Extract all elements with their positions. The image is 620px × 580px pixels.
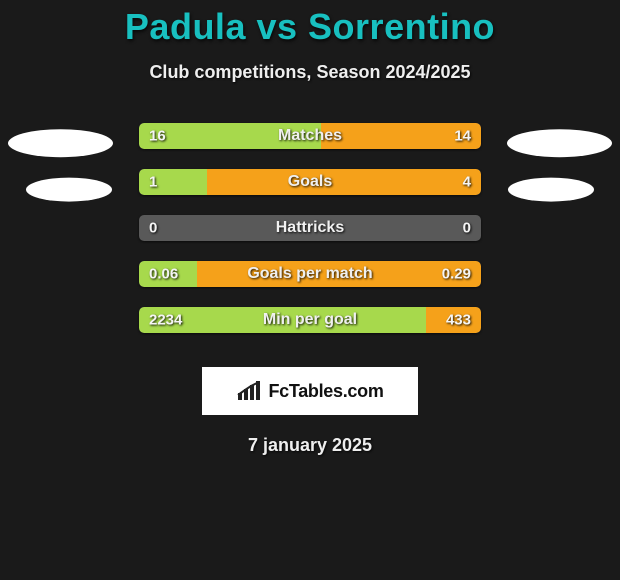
bar-fill-left <box>139 169 207 195</box>
stat-value-left: 0 <box>149 220 157 237</box>
stats-rows: Matches1614 Goals14 Hattricks0 0 Goals per m… <box>0 123 620 353</box>
date-text: 7 january 2025 <box>0 435 620 456</box>
stat-row: Hattricks0 0 <box>0 215 620 261</box>
bar-fill-left <box>139 123 321 149</box>
vs-text: vs <box>256 6 297 47</box>
stat-row: Matches1614 <box>0 123 620 169</box>
bar-fill-left <box>139 307 426 333</box>
player2-name: Sorrentino <box>308 6 495 47</box>
bar-fill-right <box>426 307 481 333</box>
stat-row: Goals per match0.060.29 <box>0 261 620 307</box>
stat-value-right: 0 <box>463 220 471 237</box>
player1-marker <box>8 129 113 157</box>
stat-row: Min per goal2234433 <box>0 307 620 353</box>
bar-fill-left <box>139 261 197 287</box>
stat-label: Hattricks <box>139 219 481 237</box>
bar-fill-right <box>321 123 481 149</box>
player2-marker <box>507 129 612 157</box>
comparison-card: Padula vs Sorrentino Club competitions, … <box>0 0 620 580</box>
brand-chart-icon <box>236 380 264 402</box>
stat-bar: Goals14 <box>139 169 481 195</box>
stat-bar: Matches1614 <box>139 123 481 149</box>
player1-marker <box>26 178 112 202</box>
bar-fill-right <box>207 169 481 195</box>
brand-text: FcTables.com <box>268 381 383 402</box>
player2-marker <box>508 178 594 202</box>
stat-bar: Hattricks0 0 <box>139 215 481 241</box>
bar-fill-right <box>197 261 481 287</box>
stat-row: Goals14 <box>0 169 620 215</box>
brand-box: FcTables.com <box>202 367 418 415</box>
player1-name: Padula <box>125 6 246 47</box>
stat-bar: Min per goal2234433 <box>139 307 481 333</box>
subtitle: Club competitions, Season 2024/2025 <box>0 62 620 83</box>
page-title: Padula vs Sorrentino <box>0 6 620 48</box>
stat-bar: Goals per match0.060.29 <box>139 261 481 287</box>
